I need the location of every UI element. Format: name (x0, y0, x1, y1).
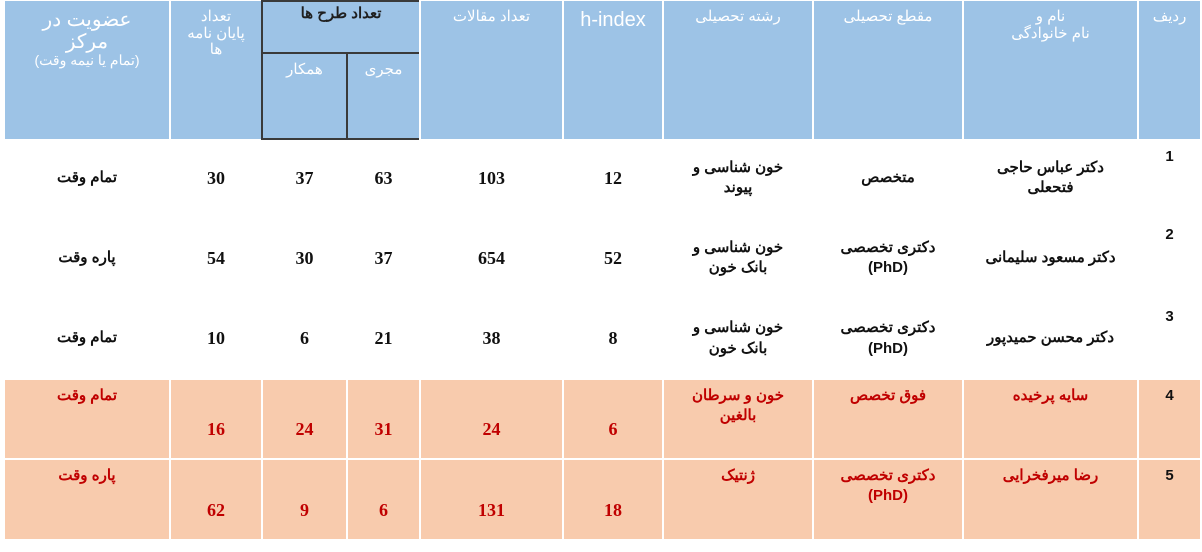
table-cell: سایه پرخیده (962, 378, 1139, 459)
table-cell: خون و سرطان بالغین (662, 378, 814, 459)
table-cell: 4 (1137, 378, 1201, 459)
header-cell: مقطع تحصیلی (812, 1, 964, 139)
table-row: 5 رضا میرفخرایی دکتری تخصصی (PhD) ژنتیک 18 13… (3, 458, 1201, 539)
table-cell: 30 (260, 217, 348, 299)
table-cell: 1 (1137, 139, 1201, 217)
table-cell: 37 (346, 217, 421, 299)
table-cell: 131 (419, 458, 564, 539)
header-cell: مجری (346, 53, 422, 140)
table-cell: پاره وقت (3, 217, 170, 299)
table-cell: 16 (169, 378, 262, 459)
table-cell: 54 (169, 217, 262, 299)
table-cell: رضا میرفخرایی (962, 458, 1139, 539)
table-cell: 8 (562, 299, 664, 379)
table-cell: دکتر مسعود سلیمانی (962, 217, 1139, 299)
header-group: تعداد طرح ها (260, 0, 422, 54)
table-cell: دکتر محسن حمیدپور (962, 299, 1139, 379)
table-cell: خون شناسی و پیوند (662, 139, 814, 217)
table-cell: 21 (346, 299, 421, 379)
table-body: 1 دکتر عباس حاجی فتحعلی متخصص خون شناسی و پ… (3, 139, 1201, 539)
table-cell: 6 (260, 299, 348, 379)
table-cell: 63 (346, 139, 421, 217)
table-cell: 24 (260, 378, 348, 459)
table-cell: دکتر عباس حاجی فتحعلی (962, 139, 1139, 217)
table-row: 4 سایه پرخیده فوق تخصص خون و سرطان بالغین 6 2… (3, 378, 1201, 459)
table-cell: 18 (562, 458, 664, 539)
table-cell: پاره وقت (3, 458, 170, 539)
members-table: ردیف نام و نام خانوادگی مقطع تحصیلی رشته… (3, 0, 1201, 539)
table-cell: تمام وقت (3, 299, 170, 379)
table-cell: 30 (169, 139, 262, 217)
table-cell: 103 (419, 139, 564, 217)
table-cell: 10 (169, 299, 262, 379)
header-cell: تعداد پایان نامه ها (169, 1, 262, 139)
table-cell: 6 (562, 378, 664, 459)
table-cell: 9 (260, 458, 348, 539)
table-cell: 62 (169, 458, 262, 539)
header-cell: همکار (260, 53, 349, 140)
table-cell: ژنتیک (662, 458, 814, 539)
table-row: 3 دکتر محسن حمیدپور دکتری تخصصی (PhD) خون ش… (3, 299, 1201, 379)
table-cell: دکتری تخصصی (PhD) (812, 299, 964, 379)
table-cell: 31 (346, 378, 421, 459)
table-row: 2 دکتر مسعود سلیمانی دکتری تخصصی (PhD) خون … (3, 217, 1201, 299)
table-cell: خون شناسی و بانک خون (662, 299, 814, 379)
table-cell: 2 (1137, 217, 1201, 299)
table-cell: 52 (562, 217, 664, 299)
header-cell: عضویت در مرکز (تمام یا نیمه وقت) (3, 1, 170, 139)
table-cell: 38 (419, 299, 564, 379)
header-cell: تعداد مقالات (419, 1, 564, 139)
table-row: 1 دکتر عباس حاجی فتحعلی متخصص خون شناسی و پ… (3, 139, 1201, 217)
table-cell: دکتری تخصصی (PhD) (812, 217, 964, 299)
table-cell: دکتری تخصصی (PhD) (812, 458, 964, 539)
table-cell: 24 (419, 378, 564, 459)
header-text: عضویت در مرکز (42, 9, 132, 53)
table-cell: تمام وقت (3, 139, 170, 217)
table-cell: 3 (1137, 299, 1201, 379)
header-cell: نام و نام خانوادگی (962, 1, 1139, 139)
table-cell: 654 (419, 217, 564, 299)
header-note: (تمام یا نیمه وقت) (34, 52, 140, 68)
table-cell: 6 (346, 458, 421, 539)
header-cell: ردیف (1137, 1, 1201, 139)
header-cell: h-index (562, 1, 664, 139)
table-cell: فوق تخصص (812, 378, 964, 459)
header-cell: رشته تحصیلی (662, 1, 814, 139)
table-cell: 5 (1137, 458, 1201, 539)
table-cell: خون شناسی و بانک خون (662, 217, 814, 299)
table-cell: تمام وقت (3, 378, 170, 459)
table-cell: متخصص (812, 139, 964, 217)
table-cell: 12 (562, 139, 664, 217)
table-cell: 37 (260, 139, 348, 217)
